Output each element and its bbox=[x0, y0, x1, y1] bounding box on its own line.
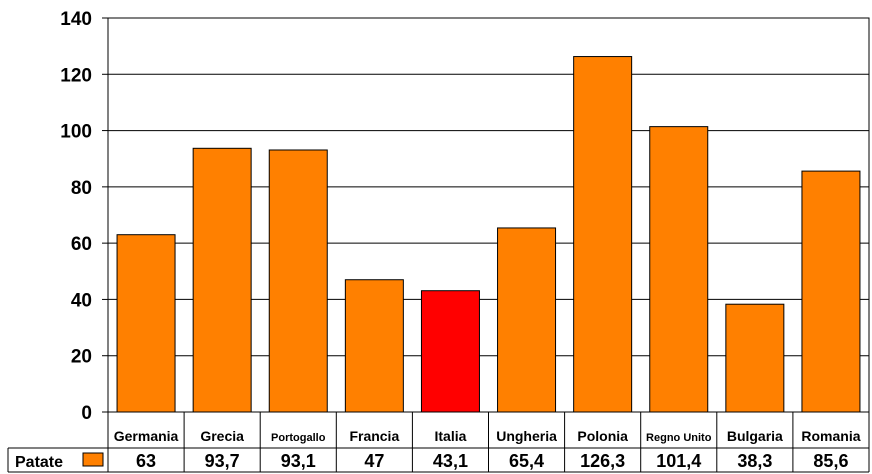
legend: Patate bbox=[15, 452, 104, 471]
x-category-label: Germania bbox=[114, 428, 179, 444]
x-category-label: Regno Unito bbox=[646, 432, 712, 444]
y-tick-labels: 0 20 40 60 80 100 120 140 bbox=[60, 9, 92, 424]
y-tick-label: 120 bbox=[60, 65, 92, 86]
x-category-label: Italia bbox=[434, 428, 466, 444]
bar-regno-unito bbox=[649, 126, 709, 413]
x-category-label: Bulgaria bbox=[727, 428, 783, 444]
bar-romania bbox=[801, 170, 861, 413]
bar-ungheria bbox=[497, 227, 557, 413]
x-category-label: Grecia bbox=[200, 428, 244, 444]
bar-bulgaria bbox=[725, 303, 785, 413]
data-table-value: 38,3 bbox=[737, 451, 772, 471]
x-category-label: Polonia bbox=[577, 428, 628, 444]
bars bbox=[116, 56, 861, 413]
bar-grecia bbox=[192, 147, 252, 413]
data-table-value: 93,7 bbox=[205, 451, 240, 471]
data-table-value: 101,4 bbox=[656, 451, 701, 471]
bar-polonia bbox=[573, 56, 633, 413]
bar-francia bbox=[344, 279, 404, 413]
data-table-value: 43,1 bbox=[433, 451, 468, 471]
bar-germania bbox=[116, 234, 176, 413]
bar-italia bbox=[420, 290, 480, 413]
x-category-label: Ungheria bbox=[496, 428, 557, 444]
y-tick-label: 60 bbox=[71, 234, 92, 255]
x-category-label: Francia bbox=[349, 428, 399, 444]
data-table-value: 126,3 bbox=[580, 451, 625, 471]
data-table-value: 63 bbox=[136, 451, 156, 471]
x-category-label: Romania bbox=[801, 428, 860, 444]
data-table-value: 85,6 bbox=[813, 451, 848, 471]
legend-swatch bbox=[82, 452, 104, 467]
data-table-value: 93,1 bbox=[281, 451, 316, 471]
data-table-value: 65,4 bbox=[509, 451, 544, 471]
data-table-value: 47 bbox=[364, 451, 384, 471]
y-tick-label: 40 bbox=[71, 290, 92, 311]
y-tick-label: 80 bbox=[71, 178, 92, 199]
bar-portogallo bbox=[268, 149, 328, 413]
y-tick-label: 0 bbox=[81, 403, 92, 424]
x-category-label: Portogallo bbox=[271, 432, 326, 444]
data-table: Germania 63 Grecia 93,7 Portogallo 93,1 Franci… bbox=[7, 412, 870, 473]
y-tick-label: 140 bbox=[60, 9, 92, 30]
legend-series-name: Patate bbox=[15, 454, 63, 471]
y-tick-label: 100 bbox=[60, 122, 92, 143]
y-tick-label: 20 bbox=[71, 347, 92, 368]
